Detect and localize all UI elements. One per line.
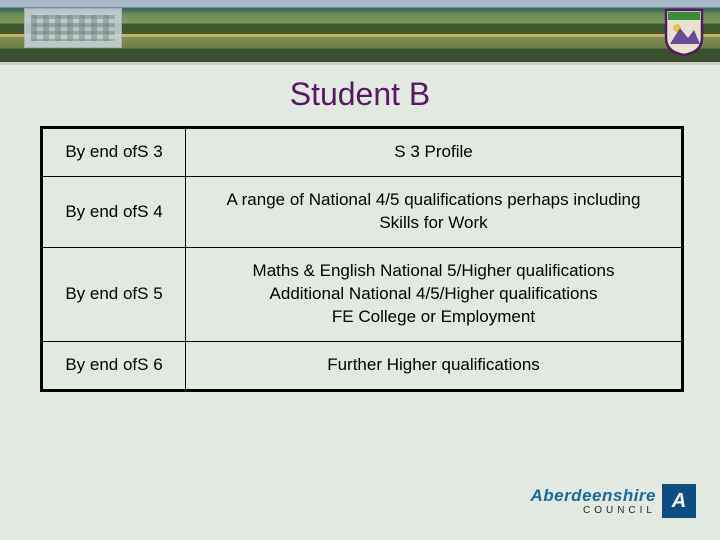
stage-label-line: By end of [65, 142, 137, 161]
table-row: By end ofS 6 Further Higher qualification… [43, 341, 682, 389]
progression-table: By end ofS 3S 3 ProfileBy end ofS 4A ran… [40, 126, 684, 392]
stage-label-line: By end of [65, 284, 137, 303]
table-row: By end ofS 3 S 3 Profile [43, 129, 682, 177]
content-line: A range of National 4/5 qualifications p… [196, 189, 671, 212]
stage-label: By end ofS 4 [43, 176, 186, 247]
stage-label-line: By end of [65, 355, 137, 374]
council-badge: A [662, 484, 696, 518]
content-line: S 3 Profile [196, 141, 671, 164]
council-sub: COUNCIL [530, 506, 656, 516]
stage-label-line: S 3 [137, 142, 163, 161]
stage-label: By end ofS 3 [43, 129, 186, 177]
table-row: By end ofS 5 Maths & English National 5/H… [43, 247, 682, 341]
stage-label-line: S 4 [137, 202, 163, 221]
content-line: Further Higher qualifications [196, 354, 671, 377]
table-row: By end ofS 4 A range of National 4/5 qual… [43, 176, 682, 247]
photo-banner [0, 0, 720, 65]
building-graphic [24, 8, 122, 48]
school-crest [664, 8, 704, 56]
council-logo: Aberdeenshire COUNCIL A [530, 484, 696, 518]
council-name: Aberdeenshire [530, 487, 656, 504]
council-logo-text: Aberdeenshire COUNCIL [530, 487, 656, 516]
stage-label: By end ofS 6 [43, 341, 186, 389]
stage-label-line: By end of [65, 202, 137, 221]
content-line: Skills for Work [196, 212, 671, 235]
stage-content: A range of National 4/5 qualifications p… [186, 176, 682, 247]
stage-content: S 3 Profile [186, 129, 682, 177]
slide-title: Student B [0, 76, 720, 113]
stage-label: By end ofS 5 [43, 247, 186, 341]
stage-content: Maths & English National 5/Higher qualif… [186, 247, 682, 341]
content-line: FE College or Employment [196, 306, 671, 329]
stage-content: Further Higher qualifications [186, 341, 682, 389]
slide: Student B By end ofS 3S 3 ProfileBy end … [0, 0, 720, 540]
stage-label-line: S 6 [137, 355, 163, 374]
content-line: Maths & English National 5/Higher qualif… [196, 260, 671, 283]
stage-label-line: S 5 [137, 284, 163, 303]
content-line: Additional National 4/5/Higher qualifica… [196, 283, 671, 306]
